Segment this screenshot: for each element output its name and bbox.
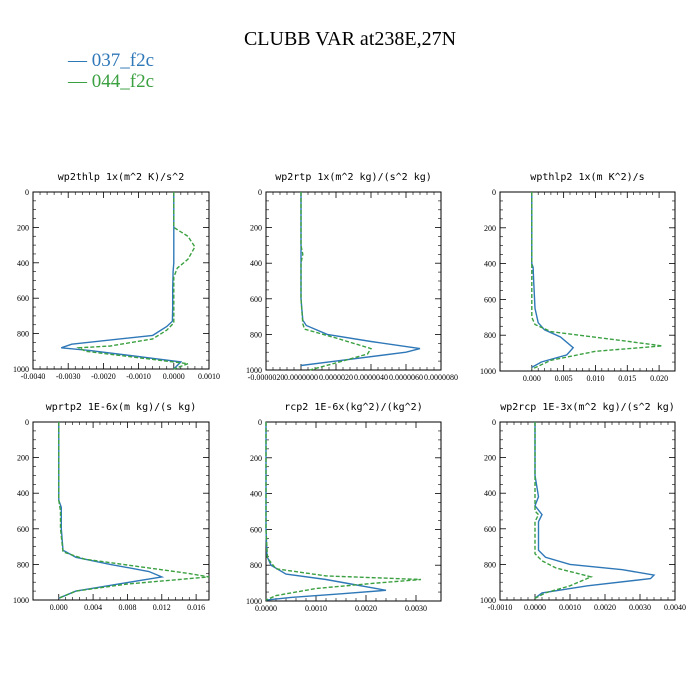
y-tick-label: 400 xyxy=(17,489,29,498)
y-tick-label: 1000 xyxy=(13,596,29,605)
x-tick-label: 0.0000 xyxy=(163,372,185,381)
y-tick-label: 600 xyxy=(17,294,29,303)
series-line-044_f2c xyxy=(76,192,196,370)
y-tick-label: 800 xyxy=(250,330,262,339)
y-tick-label: 400 xyxy=(17,259,29,268)
y-tick-label: 0 xyxy=(492,418,496,427)
panel-4: wprtp2 1E-6x(m kg)/(s kg) 0.000 0.004 0.008… xyxy=(13,402,210,612)
x-tick-label: -0.0040 xyxy=(21,372,46,381)
y-tick-label: 600 xyxy=(250,295,262,304)
x-tick-label: 0.0040 xyxy=(664,603,686,612)
legend-item-044: — 044_f2c xyxy=(68,71,155,92)
y-tick-label: 0 xyxy=(258,418,262,427)
y-tick-label: 200 xyxy=(17,454,29,463)
panel-title: rcp2 1E-6x(kg^2)/(kg^2) xyxy=(284,402,422,413)
x-tick-label: 0.0010 xyxy=(305,604,327,613)
panel-5: rcp2 1E-6x(kg^2)/(kg^2) 0.0000 0.0010 0.002… xyxy=(246,402,442,613)
y-tick-label: 600 xyxy=(484,295,496,304)
y-tick-label: 600 xyxy=(484,525,496,534)
y-tick-label: 200 xyxy=(484,224,496,233)
y-tick-label: 1000 xyxy=(480,367,496,376)
x-tick-label: 0.0010 xyxy=(559,603,581,612)
y-tick-label: 0 xyxy=(258,188,262,197)
panel-3: wpthlp2 1x(m K^2)/s 0.000 0.005 0.010 0.015 0… xyxy=(480,172,676,383)
y-tick-label: 600 xyxy=(250,525,262,534)
x-tick-label: 0.0000 xyxy=(255,604,277,613)
x-tick-label: -0.0020 xyxy=(91,372,116,381)
panel-1: wp2thlp 1x(m^2 K)/s^2 -0.0040 -0.0030 -0.00… xyxy=(13,172,220,381)
figure-title: CLUBB VAR at238E,27N xyxy=(243,28,457,50)
panel-title: wpthlp2 1x(m K^2)/s xyxy=(530,172,644,183)
y-tick-label: 0 xyxy=(25,418,29,427)
series-line-044_f2c xyxy=(300,192,373,371)
x-tick-label: 0.0030 xyxy=(629,603,651,612)
x-tick-label: 0.004 xyxy=(84,603,102,612)
y-tick-label: 800 xyxy=(17,330,29,339)
series-line-037_f2c xyxy=(300,192,421,367)
plot-frame xyxy=(265,421,442,602)
panel-title: wprtp2 1E-6x(m kg)/(s kg) xyxy=(46,402,197,413)
x-tick-label: 0.0020 xyxy=(355,604,377,613)
y-tick-label: 200 xyxy=(17,223,29,232)
y-tick-label: 800 xyxy=(250,561,262,570)
legend-item-037: — 037_f2c xyxy=(68,50,155,71)
panel-title: wp2rtp 1x(m^2 kg)/(s^2 kg) xyxy=(275,172,432,183)
panel-title: wp2rcp 1E-3x(m^2 kg)/(s^2 kg) xyxy=(500,402,675,413)
y-tick-label: 1000 xyxy=(246,597,262,606)
series-line-044_f2c xyxy=(265,422,422,601)
x-tick-label: 0.000 xyxy=(523,374,541,383)
series-line-044_f2c xyxy=(531,192,663,370)
series-line-037_f2c xyxy=(265,422,387,601)
x-tick-label: 0.0000080 xyxy=(424,373,458,382)
plot-frame xyxy=(32,191,210,370)
y-tick-label: 800 xyxy=(484,560,496,569)
y-tick-label: 1000 xyxy=(13,365,29,374)
y-tick-label: 800 xyxy=(484,331,496,340)
y-tick-label: 400 xyxy=(250,259,262,268)
y-tick-label: 400 xyxy=(484,260,496,269)
y-tick-label: 0 xyxy=(25,188,29,197)
x-tick-label: -0.0010 xyxy=(488,603,513,612)
series-line-044_f2c xyxy=(58,422,210,599)
x-tick-label: -0.0000020 xyxy=(248,373,285,382)
y-tick-label: 1000 xyxy=(480,596,496,605)
x-tick-label: 0.0000060 xyxy=(389,373,423,382)
x-tick-label: 0.020 xyxy=(650,374,668,383)
y-tick-label: 400 xyxy=(484,489,496,498)
x-tick-label: -0.0030 xyxy=(56,372,81,381)
series-line-037_f2c xyxy=(531,192,575,369)
x-tick-label: 0.000 xyxy=(50,603,68,612)
y-tick-label: 1000 xyxy=(246,366,262,375)
y-tick-label: 200 xyxy=(250,454,262,463)
y-tick-label: 800 xyxy=(17,560,29,569)
y-tick-label: 600 xyxy=(17,525,29,534)
y-tick-label: 400 xyxy=(250,490,262,499)
x-tick-label: -0.0010 xyxy=(126,372,151,381)
x-tick-label: 0.010 xyxy=(586,374,604,383)
x-tick-label: 0.0000020 xyxy=(319,373,353,382)
panel-2: wp2rtp 1x(m^2 kg)/(s^2 kg)-0.0000020 0.00… xyxy=(246,172,458,382)
x-tick-label: 0.0020 xyxy=(594,603,616,612)
plot-frame xyxy=(499,421,676,601)
x-tick-label: 0.005 xyxy=(555,374,573,383)
series-line-037_f2c xyxy=(58,422,165,599)
series-line-037_f2c xyxy=(60,192,183,370)
x-tick-label: 0.0030 xyxy=(405,604,427,613)
y-tick-label: 200 xyxy=(484,454,496,463)
x-tick-label: 0.015 xyxy=(618,374,636,383)
y-tick-label: 0 xyxy=(492,188,496,197)
y-tick-label: 200 xyxy=(250,224,262,233)
series-line-037_f2c xyxy=(534,422,656,599)
series-line-044_f2c xyxy=(534,422,594,599)
x-tick-label: 0.0000 xyxy=(524,603,546,612)
panel-title: wp2thlp 1x(m^2 K)/s^2 xyxy=(58,172,184,183)
x-tick-label: 0.012 xyxy=(153,603,171,612)
x-tick-label: 0.0010 xyxy=(198,372,220,381)
x-tick-label: 0.008 xyxy=(118,603,136,612)
panel-6: wp2rcp 1E-3x(m^2 kg)/(s^2 kg) -0.0010 0.00… xyxy=(480,402,686,612)
x-tick-label: 0.016 xyxy=(187,603,205,612)
x-tick-label: 0.0000000 xyxy=(284,373,318,382)
x-tick-label: 0.0000040 xyxy=(354,373,388,382)
